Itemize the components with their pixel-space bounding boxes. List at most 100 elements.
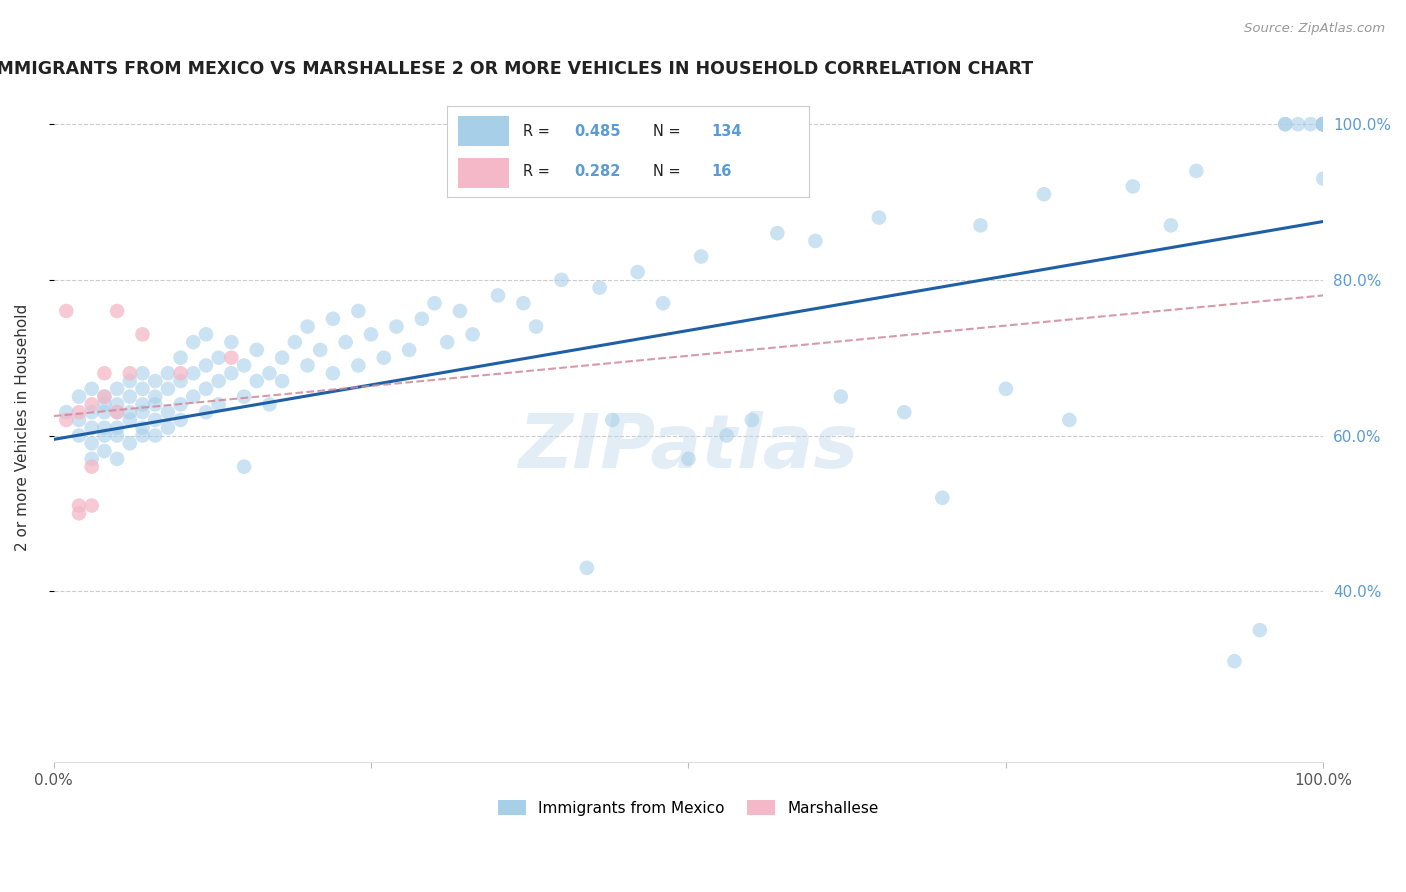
- Point: [1299, 117, 1322, 131]
- Point: [93, 444, 115, 458]
- Point: [233, 390, 256, 404]
- Point: [105, 451, 128, 466]
- Point: [398, 343, 420, 357]
- Point: [1312, 117, 1334, 131]
- Point: [512, 296, 534, 310]
- Point: [1312, 117, 1334, 131]
- Point: [271, 374, 294, 388]
- Text: IMMIGRANTS FROM MEXICO VS MARSHALLESE 2 OR MORE VEHICLES IN HOUSEHOLD CORRELATIO: IMMIGRANTS FROM MEXICO VS MARSHALLESE 2 …: [0, 60, 1033, 78]
- Point: [1274, 117, 1296, 131]
- Point: [80, 459, 103, 474]
- Point: [1185, 164, 1208, 178]
- Point: [118, 436, 141, 450]
- Point: [297, 359, 319, 373]
- Point: [118, 390, 141, 404]
- Point: [1059, 413, 1081, 427]
- Point: [486, 288, 509, 302]
- Point: [67, 499, 90, 513]
- Point: [80, 382, 103, 396]
- Point: [1223, 654, 1246, 668]
- Point: [233, 359, 256, 373]
- Point: [194, 405, 217, 419]
- Point: [67, 413, 90, 427]
- Point: [143, 428, 166, 442]
- Point: [1312, 171, 1334, 186]
- Point: [969, 219, 991, 233]
- Point: [449, 304, 471, 318]
- Point: [271, 351, 294, 365]
- Point: [194, 327, 217, 342]
- Point: [830, 390, 852, 404]
- Point: [246, 374, 269, 388]
- Point: [1312, 117, 1334, 131]
- Point: [322, 311, 344, 326]
- Point: [131, 405, 153, 419]
- Point: [156, 382, 179, 396]
- Point: [1312, 117, 1334, 131]
- Point: [741, 413, 763, 427]
- Point: [221, 351, 243, 365]
- Point: [652, 296, 675, 310]
- Point: [208, 397, 231, 411]
- Point: [118, 374, 141, 388]
- Point: [105, 382, 128, 396]
- Point: [1312, 117, 1334, 131]
- Point: [181, 335, 204, 350]
- Point: [156, 405, 179, 419]
- Point: [67, 428, 90, 442]
- Point: [131, 428, 153, 442]
- Point: [550, 273, 572, 287]
- Point: [105, 405, 128, 419]
- Point: [627, 265, 650, 279]
- Point: [169, 374, 191, 388]
- Point: [1312, 117, 1334, 131]
- Point: [105, 405, 128, 419]
- Point: [1312, 117, 1334, 131]
- Point: [208, 351, 231, 365]
- Point: [322, 366, 344, 380]
- Point: [436, 335, 458, 350]
- Point: [309, 343, 332, 357]
- Point: [131, 327, 153, 342]
- Point: [131, 366, 153, 380]
- Point: [118, 405, 141, 419]
- Point: [284, 335, 307, 350]
- Point: [1286, 117, 1309, 131]
- Point: [93, 405, 115, 419]
- Point: [575, 561, 598, 575]
- Point: [678, 451, 700, 466]
- Point: [1122, 179, 1144, 194]
- Point: [259, 397, 281, 411]
- Point: [335, 335, 357, 350]
- Point: [588, 280, 610, 294]
- Point: [1312, 117, 1334, 131]
- Point: [118, 413, 141, 427]
- Point: [93, 390, 115, 404]
- Point: [93, 366, 115, 380]
- Point: [524, 319, 547, 334]
- Point: [385, 319, 408, 334]
- Point: [80, 421, 103, 435]
- Point: [143, 413, 166, 427]
- Text: Source: ZipAtlas.com: Source: ZipAtlas.com: [1244, 22, 1385, 36]
- Point: [221, 366, 243, 380]
- Point: [105, 397, 128, 411]
- Point: [994, 382, 1017, 396]
- Point: [181, 390, 204, 404]
- Point: [1312, 117, 1334, 131]
- Point: [80, 451, 103, 466]
- Point: [1312, 117, 1334, 131]
- Point: [931, 491, 953, 505]
- Point: [131, 382, 153, 396]
- Point: [93, 397, 115, 411]
- Point: [347, 304, 370, 318]
- Point: [259, 366, 281, 380]
- Point: [1312, 117, 1334, 131]
- Legend: Immigrants from Mexico, Marshallese: Immigrants from Mexico, Marshallese: [492, 794, 884, 822]
- Point: [360, 327, 382, 342]
- Point: [1032, 187, 1054, 202]
- Point: [67, 390, 90, 404]
- Point: [105, 421, 128, 435]
- Point: [766, 226, 789, 240]
- Point: [893, 405, 915, 419]
